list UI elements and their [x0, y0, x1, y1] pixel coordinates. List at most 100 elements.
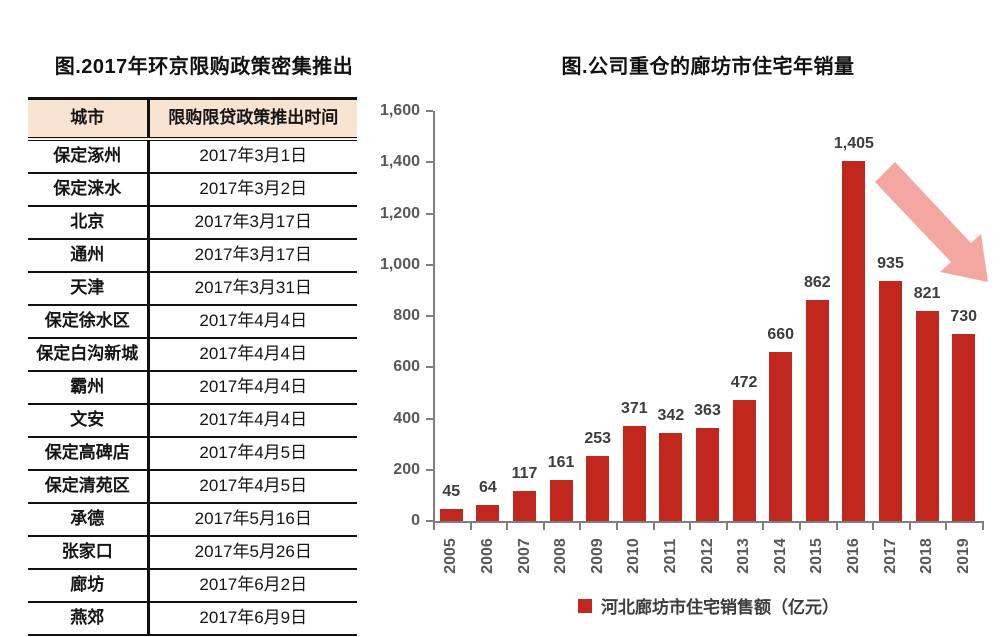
chart-title: 图.公司重仓的廊坊市住宅年销量 — [561, 56, 855, 78]
x-tick-mark — [762, 523, 765, 530]
legend-swatch — [578, 598, 592, 613]
y-tick-mark — [426, 110, 433, 112]
city-cell: 通州 — [28, 239, 150, 273]
x-axis-label-2009: 2009 — [588, 538, 606, 574]
value-label-2009: 253 — [584, 430, 612, 448]
table-row: 燕郊 2017年6月9日 — [28, 602, 357, 636]
x-tick-mark — [433, 523, 435, 530]
table-row: 文安 2017年4月4日 — [28, 404, 357, 438]
bar-2018 — [915, 310, 939, 521]
value-label-2018: 821 — [913, 284, 941, 302]
bar-2005 — [439, 509, 463, 521]
bar-2016 — [842, 160, 866, 521]
value-label-2011: 342 — [657, 407, 685, 425]
x-tick-mark — [542, 523, 545, 530]
x-tick-mark — [652, 523, 655, 530]
y-tick-mark — [426, 161, 433, 164]
y-tick-label: 800 — [393, 307, 420, 324]
city-cell: 天津 — [28, 272, 150, 306]
x-tick-mark — [835, 523, 838, 530]
value-label-2017: 935 — [877, 255, 904, 273]
policy-date-cell: 2017年5月26日 — [148, 536, 357, 570]
y-tick-label: 1,000 — [379, 255, 420, 273]
bar-2019 — [952, 333, 976, 521]
table-row: 通州 2017年3月17日 — [28, 239, 357, 273]
bar-2008 — [549, 479, 573, 521]
bar-2015 — [805, 300, 829, 521]
table-header-row: 城市 限购限贷政策推出时间 — [28, 97, 357, 141]
city-cell: 保定白沟新城 — [28, 338, 150, 372]
table-row: 保定涞水 2017年3月2日 — [28, 173, 357, 207]
policy-date-cell: 2017年4月5日 — [148, 470, 357, 504]
y-tick-label: 600 — [393, 358, 420, 376]
x-axis-label-2012: 2012 — [698, 538, 716, 574]
y-tick-mark — [426, 417, 433, 420]
y-tick-label: 1,400 — [379, 153, 420, 171]
table-row: 北京 2017年3月17日 — [28, 206, 357, 240]
table-row: 廊坊 2017年6月2日 — [28, 569, 357, 603]
x-tick-mark — [725, 523, 728, 530]
y-tick-mark — [426, 315, 433, 317]
x-tick-mark — [469, 523, 472, 530]
bar-2007 — [513, 491, 536, 521]
y-tick-label: 1,600 — [379, 102, 420, 119]
bar-2017 — [879, 281, 902, 521]
city-cell: 文安 — [28, 404, 150, 438]
value-label-2016: 1,405 — [833, 134, 874, 152]
value-label-2010: 371 — [620, 399, 648, 417]
city-cell: 张家口 — [28, 536, 150, 570]
y-tick-label: 1,200 — [379, 204, 420, 222]
legend-label: 河北廊坊市住宅销售额（亿元） — [601, 598, 839, 617]
x-axis-label-2015: 2015 — [808, 538, 826, 574]
x-axis-label-2019: 2019 — [954, 538, 972, 574]
bar-2010 — [622, 425, 646, 521]
x-tick-mark — [689, 523, 692, 530]
city-cell: 保定涞水 — [28, 173, 150, 207]
bar-2012 — [696, 427, 719, 521]
table-figure-title: 图.2017年环京限购政策密集推出 — [54, 56, 354, 78]
x-axis-label-2016: 2016 — [844, 538, 862, 574]
city-cell: 保定清苑区 — [28, 470, 150, 504]
policy-date-cell: 2017年3月17日 — [148, 239, 357, 273]
table-row: 保定徐水区 2017年4月4日 — [28, 305, 357, 339]
value-label-2019: 730 — [950, 307, 978, 325]
x-axis-label-2013: 2013 — [735, 538, 753, 574]
y-tick-mark — [426, 263, 433, 266]
city-cell: 承德 — [28, 503, 150, 537]
y-axis-line — [433, 111, 435, 523]
value-label-2012: 363 — [694, 401, 721, 419]
policy-date-cell: 2017年4月4日 — [148, 305, 357, 339]
policy-date-cell: 2017年4月4日 — [148, 404, 357, 438]
table-row: 张家口 2017年5月26日 — [28, 536, 357, 570]
x-tick-mark — [616, 523, 618, 530]
policy-date-cell: 2017年4月4日 — [148, 338, 357, 372]
policy-date-cell: 2017年3月31日 — [148, 272, 357, 306]
city-cell: 北京 — [28, 206, 150, 240]
y-tick-mark — [426, 212, 433, 215]
table-row: 保定白沟新城 2017年4月4日 — [28, 338, 357, 372]
value-label-2013: 472 — [730, 374, 758, 392]
value-label-2006: 64 — [478, 478, 497, 496]
y-tick-mark — [426, 366, 433, 369]
x-axis-label-2011: 2011 — [661, 538, 679, 574]
table-row: 保定涿州 2017年3月1日 — [28, 139, 357, 174]
city-cell: 保定涿州 — [28, 139, 150, 174]
city-cell: 廊坊 — [28, 569, 150, 603]
city-cell: 保定徐水区 — [28, 305, 150, 339]
x-axis-label-2008: 2008 — [552, 538, 570, 574]
value-label-2015: 862 — [803, 274, 831, 292]
city-cell: 霸州 — [28, 371, 150, 405]
value-label-2008: 161 — [547, 453, 575, 471]
x-axis-line — [433, 521, 984, 523]
x-tick-mark — [799, 523, 801, 530]
y-tick-label: 400 — [393, 409, 420, 427]
city-cell: 保定高碑店 — [28, 437, 150, 471]
policy-date-cell: 2017年5月16日 — [148, 503, 357, 537]
policy-date-cell: 2017年4月4日 — [148, 371, 357, 405]
value-label-2014: 660 — [767, 325, 795, 343]
x-axis-label-2005: 2005 — [442, 538, 460, 574]
downward-trend-arrow-icon — [875, 162, 988, 282]
city-cell: 燕郊 — [28, 602, 150, 636]
table-row: 霸州 2017年4月4日 — [28, 371, 357, 405]
